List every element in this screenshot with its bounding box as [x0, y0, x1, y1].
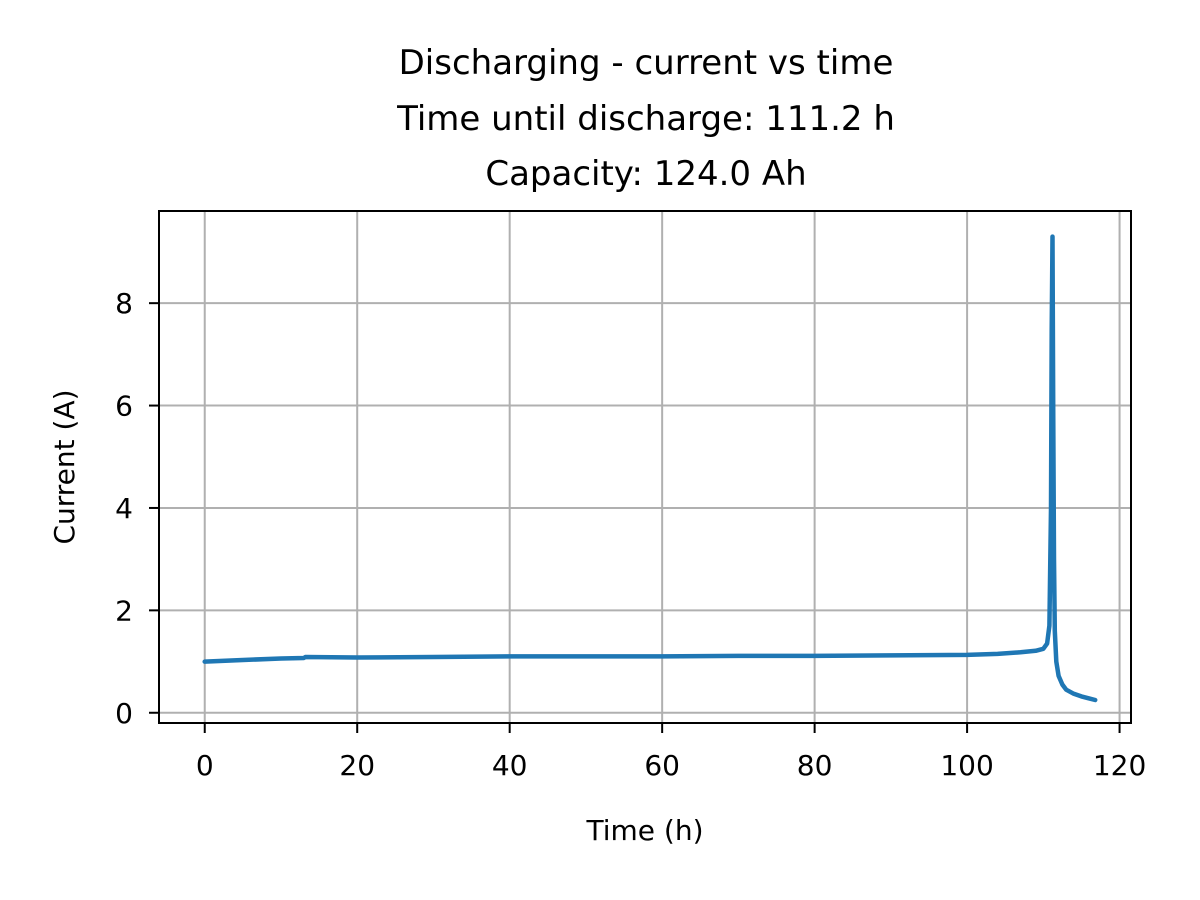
data-series-layer: [202, 234, 1098, 703]
x-tick-label: 120: [1093, 749, 1146, 782]
chart-title: Discharging - current vs time Time until…: [396, 43, 895, 194]
x-tick-label: 60: [644, 749, 680, 782]
y-tick-label: 8: [115, 287, 133, 320]
y-tick-label: 4: [115, 492, 133, 525]
x-tick-label: 20: [339, 749, 375, 782]
title-line-1: Discharging - current vs time: [399, 43, 894, 83]
y-axis-label: Current (A): [48, 389, 81, 544]
title-line-2: Time until discharge: 111.2 h: [396, 99, 895, 139]
current-series-line: [202, 234, 1098, 703]
x-tick-label: 100: [940, 749, 993, 782]
title-line-3: Capacity: 124.0 Ah: [485, 154, 806, 194]
plot-area-frame: [158, 210, 1132, 724]
x-tick-label: 40: [492, 749, 528, 782]
y-tick-label: 6: [115, 390, 133, 423]
x-tick-label: 0: [196, 749, 214, 782]
axis-ticks: 0 20 40 60 80 100 120 0 2 4 6 8: [115, 287, 1146, 782]
grid-lines: [159, 211, 1131, 723]
y-tick-label: 2: [115, 594, 133, 627]
x-tick-label: 80: [797, 749, 833, 782]
x-axis-label: Time (h): [585, 814, 703, 847]
y-tick-label: 0: [115, 697, 133, 730]
